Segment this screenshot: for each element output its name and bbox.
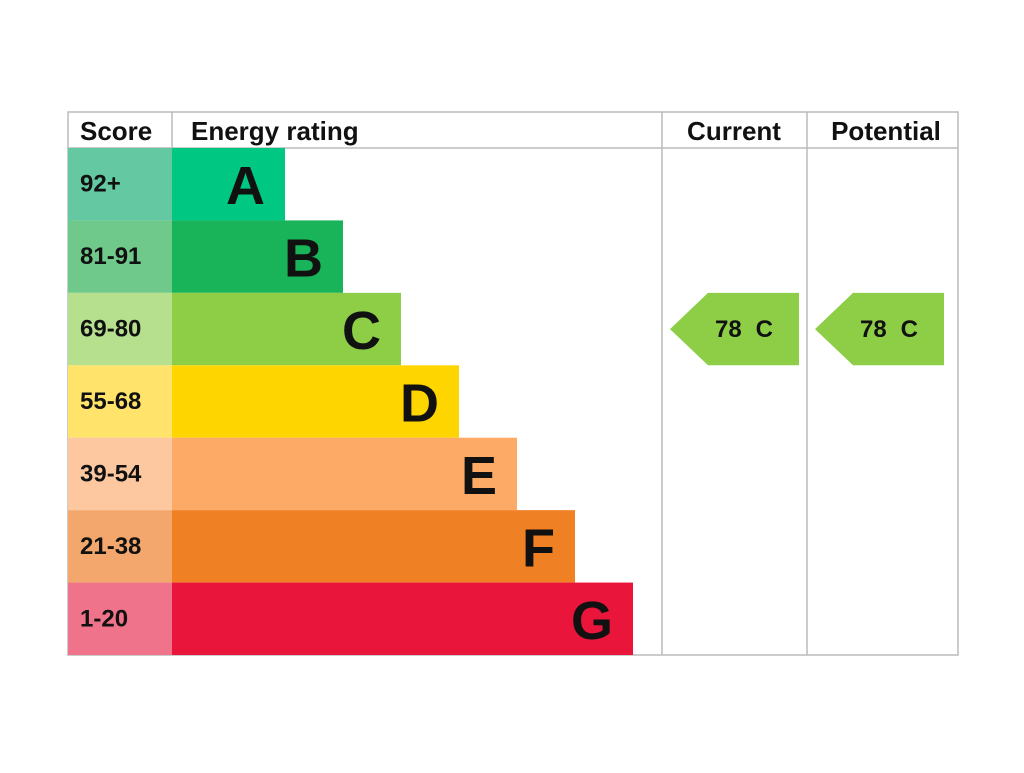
rating-bar	[172, 437, 517, 511]
score-cell	[68, 148, 172, 221]
potential-band: C	[901, 316, 918, 343]
rating-letter: C	[342, 301, 381, 361]
potential-arrow	[815, 292, 944, 366]
score-label: 92+	[80, 171, 121, 198]
rating-bar	[172, 365, 459, 438]
rating-bar	[172, 510, 575, 583]
score-label: 55-68	[80, 388, 141, 415]
potential-label: 78 C	[860, 316, 918, 343]
header-potential: Potential	[831, 116, 941, 146]
score-label: 1-20	[80, 605, 128, 632]
current-label: 78 C	[715, 316, 773, 343]
score-cell	[68, 510, 172, 583]
rating-letter: A	[226, 156, 265, 216]
score-cell	[68, 292, 172, 366]
score-label: 69-80	[80, 316, 141, 343]
rating-letter: E	[461, 446, 497, 506]
current-score: 78	[715, 316, 742, 343]
current-band: C	[756, 316, 773, 343]
rating-letter: G	[571, 591, 613, 651]
score-cell	[68, 220, 172, 293]
score-cell	[68, 437, 172, 511]
score-label: 81-91	[80, 243, 141, 270]
rating-bar	[172, 148, 285, 221]
potential-score: 78	[860, 316, 887, 343]
current-arrow	[670, 292, 799, 366]
score-label: 39-54	[80, 460, 142, 487]
rating-letter: B	[284, 229, 323, 289]
score-label: 21-38	[80, 533, 141, 560]
score-cell	[68, 365, 172, 438]
rating-bar	[172, 582, 633, 655]
header-score: Score	[80, 116, 152, 146]
rating-bar	[172, 292, 401, 366]
rating-bar	[172, 220, 343, 293]
score-cell	[68, 582, 172, 655]
header-current: Current	[687, 116, 781, 146]
rating-letter: D	[400, 374, 439, 434]
header-rating: Energy rating	[191, 116, 359, 146]
rating-letter: F	[522, 518, 555, 578]
